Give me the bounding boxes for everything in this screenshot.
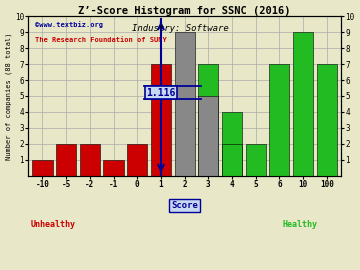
- Bar: [317, 64, 337, 176]
- Bar: [151, 64, 171, 176]
- Text: Industry: Software: Industry: Software: [132, 24, 228, 33]
- Bar: [175, 32, 195, 176]
- Text: Score: Score: [171, 201, 198, 210]
- Bar: [222, 144, 242, 176]
- Text: 1.116: 1.116: [146, 88, 176, 98]
- Bar: [56, 144, 76, 176]
- Text: Healthy: Healthy: [283, 220, 318, 229]
- Text: The Research Foundation of SUNY: The Research Foundation of SUNY: [35, 37, 166, 43]
- Bar: [103, 160, 123, 176]
- Bar: [32, 160, 53, 176]
- Bar: [222, 112, 242, 176]
- Text: Unhealthy: Unhealthy: [31, 220, 76, 229]
- Y-axis label: Number of companies (88 total): Number of companies (88 total): [5, 32, 12, 160]
- Bar: [293, 32, 313, 176]
- Title: Z’-Score Histogram for SSNC (2016): Z’-Score Histogram for SSNC (2016): [78, 6, 291, 16]
- Bar: [127, 144, 147, 176]
- Bar: [198, 96, 219, 176]
- Text: ©www.textbiz.org: ©www.textbiz.org: [35, 21, 103, 28]
- Bar: [80, 144, 100, 176]
- Bar: [246, 144, 266, 176]
- Bar: [269, 64, 289, 176]
- Bar: [198, 64, 219, 176]
